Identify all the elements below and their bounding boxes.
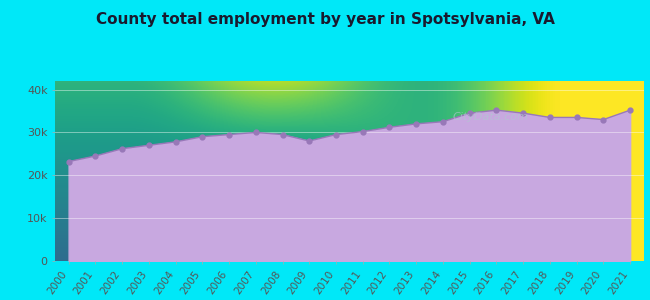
Text: CityData.com: CityData.com xyxy=(452,112,528,122)
Text: County total employment by year in Spotsylvania, VA: County total employment by year in Spots… xyxy=(96,12,554,27)
